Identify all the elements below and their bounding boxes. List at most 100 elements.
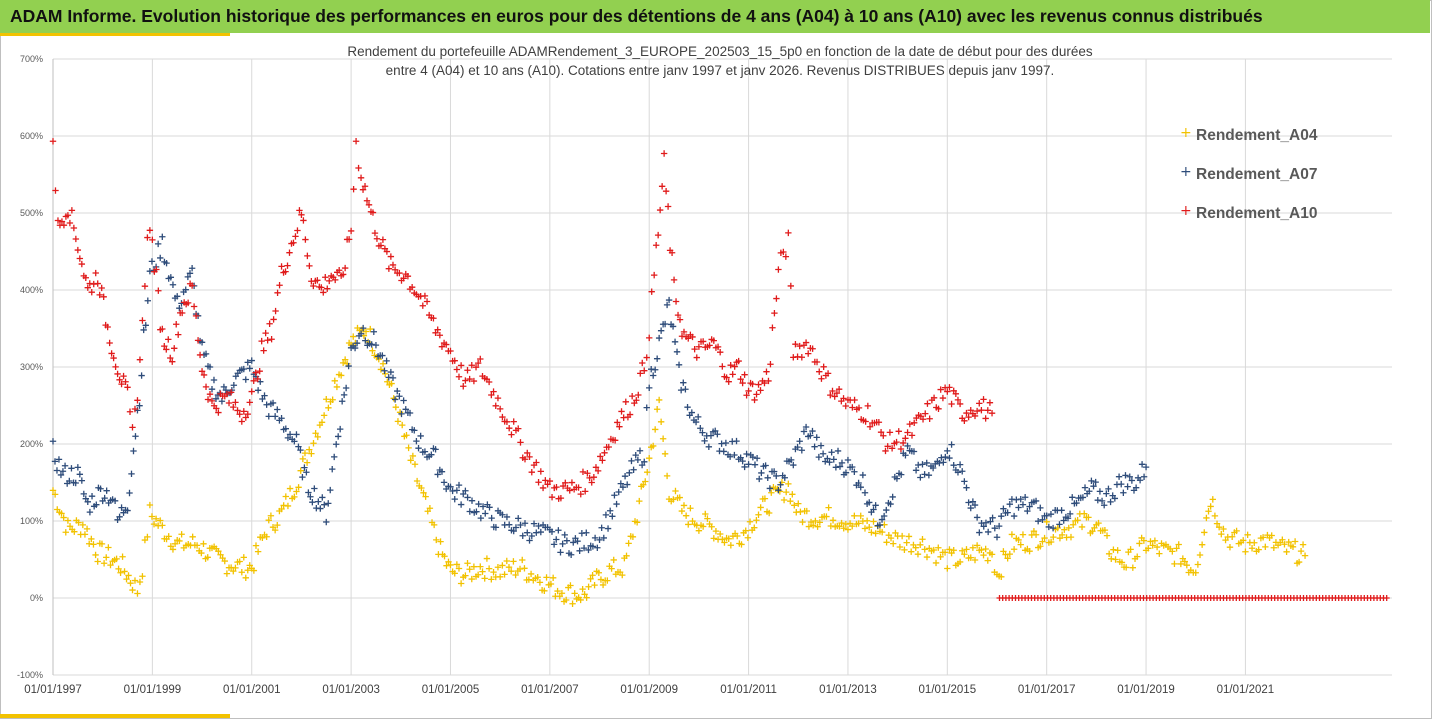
data-point-a10 [590, 473, 598, 481]
data-point-a07 [636, 447, 644, 454]
data-point-a10 [64, 212, 72, 219]
data-point-a10 [695, 343, 703, 350]
data-point-a04 [1069, 521, 1077, 528]
data-point-a07 [550, 541, 558, 548]
data-point-a10 [298, 211, 305, 219]
data-point-a07 [800, 428, 808, 435]
data-point-a07 [379, 352, 386, 359]
data-point-a10 [190, 303, 198, 310]
data-point-a07 [293, 431, 300, 438]
data-point-a04 [329, 396, 336, 403]
data-point-a10 [84, 284, 91, 291]
data-point-a10 [106, 339, 113, 347]
data-point-a07 [486, 504, 493, 511]
data-point-a10 [322, 274, 329, 281]
data-point-a04 [851, 512, 858, 520]
data-point-a07 [559, 540, 566, 548]
data-point-a07 [259, 395, 266, 403]
data-point-a04 [685, 521, 692, 528]
data-point-a04 [967, 554, 974, 561]
data-point-a10 [729, 371, 736, 378]
data-point-a10 [924, 400, 931, 407]
data-point-a07 [790, 461, 797, 469]
data-point-a04 [318, 419, 326, 426]
data-point-a10 [643, 354, 650, 361]
y-tick-label: 0% [30, 593, 43, 603]
data-point-a07 [342, 384, 350, 392]
data-point-a04 [836, 523, 843, 530]
data-point-a07 [844, 456, 852, 464]
data-point-a04 [314, 433, 321, 441]
data-point-a07 [202, 350, 210, 358]
data-point-a10 [278, 263, 285, 270]
data-point-a10 [270, 316, 277, 323]
data-point-a07 [248, 357, 255, 364]
data-point-a07 [991, 524, 998, 532]
data-point-a04 [367, 325, 374, 333]
data-point-a04 [418, 484, 425, 492]
data-point-a10 [112, 363, 119, 371]
data-point-a07 [984, 528, 992, 536]
data-point-a07 [684, 403, 691, 411]
data-point-a07 [57, 471, 65, 479]
data-point-a10 [49, 138, 57, 145]
data-point-a07 [794, 443, 801, 451]
data-point-a04 [1112, 556, 1119, 563]
data-point-a07 [462, 487, 469, 494]
data-point-a07 [362, 337, 369, 344]
data-point-a04 [577, 596, 584, 604]
data-point-a04 [58, 510, 65, 517]
data-point-a04 [441, 553, 448, 560]
data-point-a10 [954, 396, 962, 404]
data-point-a04 [604, 577, 611, 584]
data-point-a04 [912, 544, 919, 551]
data-point-a04 [857, 512, 864, 520]
data-point-a07 [357, 330, 365, 337]
data-point-a10 [919, 416, 927, 423]
data-point-a07 [946, 454, 953, 462]
data-point-a10 [906, 420, 913, 428]
data-point-a10 [141, 282, 149, 290]
data-point-a04 [1105, 550, 1113, 557]
data-point-a10 [227, 389, 235, 396]
data-point-a07 [208, 385, 216, 393]
data-point-a04 [554, 587, 561, 595]
data-point-a10 [674, 311, 682, 319]
data-point-a04 [1050, 533, 1057, 541]
data-point-a04 [113, 555, 120, 563]
data-point-a07 [101, 494, 108, 502]
data-point-a10 [54, 217, 62, 224]
data-point-a10 [98, 284, 105, 292]
data-point-a07 [1096, 488, 1104, 495]
data-point-a10 [167, 354, 174, 362]
data-point-a04 [129, 586, 136, 594]
data-point-a10 [689, 333, 696, 341]
data-point-a04 [795, 500, 802, 507]
data-point-a04 [320, 412, 328, 419]
data-point-a10 [902, 435, 909, 442]
data-point-a10 [877, 428, 885, 436]
data-point-a07 [950, 461, 957, 469]
data-point-a04 [1058, 531, 1066, 539]
data-point-a04 [797, 508, 804, 515]
data-point-a04 [1169, 548, 1176, 555]
data-point-a04 [525, 576, 533, 583]
data-point-a10 [978, 407, 985, 414]
data-point-a10 [611, 437, 619, 444]
data-point-a10 [911, 419, 918, 427]
data-point-a10 [944, 388, 951, 395]
data-point-a04 [849, 522, 856, 530]
data-point-a04 [1061, 526, 1068, 533]
data-point-a04 [868, 529, 875, 536]
data-point-a10 [652, 242, 660, 249]
data-point-a07 [617, 480, 625, 487]
data-point-a10 [225, 399, 233, 407]
data-point-a04 [503, 557, 510, 565]
data-point-a07 [680, 379, 687, 386]
data-point-a04 [457, 580, 465, 587]
data-point-a07 [834, 447, 842, 455]
data-point-a04 [1215, 523, 1223, 531]
data-point-a04 [1008, 531, 1016, 538]
data-point-a07 [1079, 494, 1087, 501]
data-point-a04 [944, 565, 951, 572]
